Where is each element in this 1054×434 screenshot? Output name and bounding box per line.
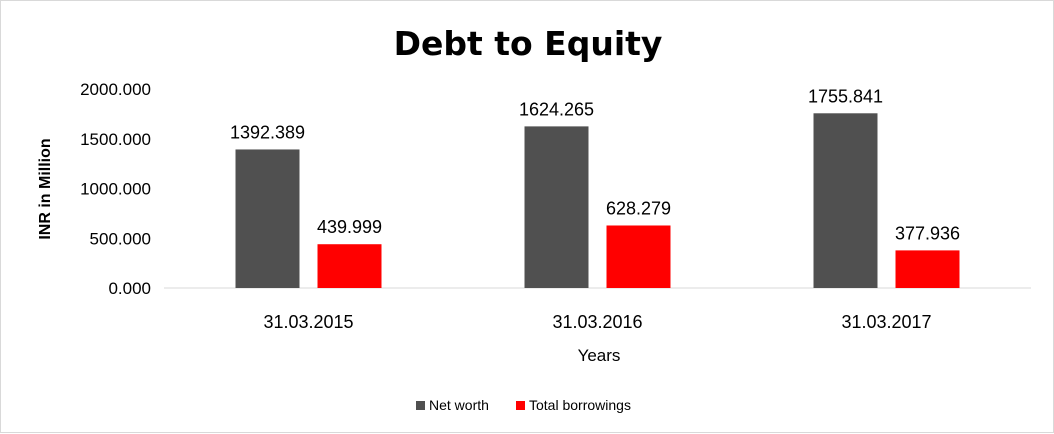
x-axis-title: Years	[578, 346, 621, 365]
x-tick-label: 31.03.2017	[841, 312, 931, 332]
y-axis-title: INR in Million	[37, 138, 54, 239]
data-labels: 1392.389 439.999 1624.265 628.279 1755.841 37…	[230, 86, 960, 243]
bars	[235, 113, 960, 288]
x-tick-label: 31.03.2015	[263, 312, 353, 332]
bar-total-borrowings	[317, 244, 382, 288]
y-tick-label: 0.000	[108, 279, 151, 298]
category-labels: 31.03.2015 31.03.2016 31.03.2017	[263, 312, 931, 332]
data-label: 628.279	[606, 198, 671, 218]
data-label: 1755.841	[808, 86, 883, 106]
bar-net-worth	[235, 149, 300, 288]
y-tick-label: 1000.000	[80, 180, 151, 199]
legend: Net worth Total borrowings	[416, 397, 631, 413]
data-label: 1624.265	[519, 99, 594, 119]
legend-label-net-worth: Net worth	[429, 397, 489, 413]
y-tick-label: 500.000	[90, 229, 151, 248]
y-tick-label: 2000.000	[80, 80, 151, 99]
bar-total-borrowings	[606, 225, 671, 288]
bar-total-borrowings	[895, 250, 960, 288]
legend-swatch-net-worth	[416, 401, 425, 410]
bar-net-worth	[524, 126, 589, 288]
legend-swatch-total-borrowings	[516, 401, 525, 410]
x-tick-label: 31.03.2016	[552, 312, 642, 332]
data-label: 1392.389	[230, 122, 305, 142]
legend-label-total-borrowings: Total borrowings	[529, 397, 631, 413]
data-label: 439.999	[317, 217, 382, 237]
y-tick-label: 1500.000	[80, 130, 151, 149]
data-label: 377.936	[895, 223, 960, 243]
bar-net-worth	[813, 113, 878, 288]
chart-title: Debt to Equity	[394, 24, 663, 63]
y-tick-labels: 0.000 500.000 1000.000 1500.000 2000.000	[80, 80, 151, 298]
